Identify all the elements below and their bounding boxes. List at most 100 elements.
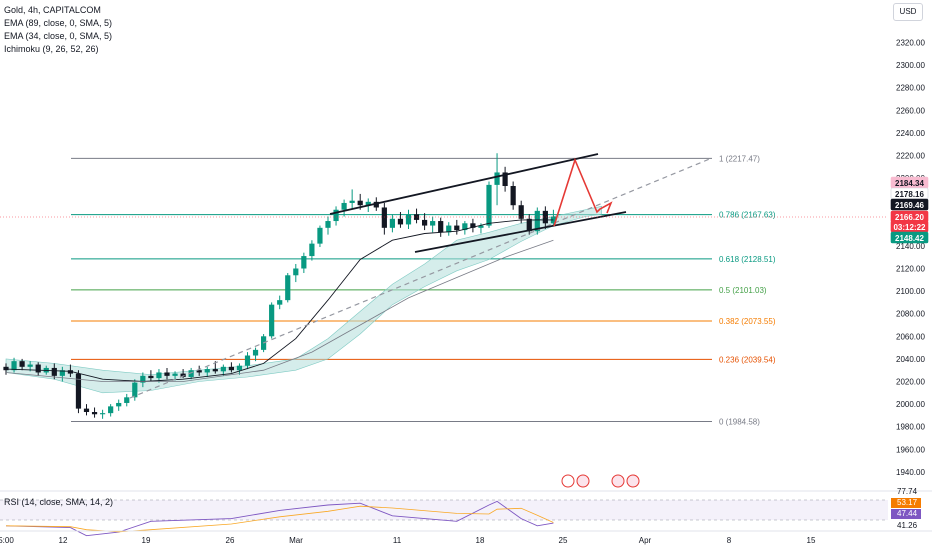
candle-body (333, 209, 339, 222)
y-tick-label: 2260.00 (896, 106, 925, 115)
candle-body (59, 370, 65, 376)
candle-body (164, 372, 170, 376)
x-tick-label: 11 (393, 536, 402, 545)
fib-level-label: 0.618 (2128.51) (719, 255, 776, 264)
y-tick-label: 1980.00 (896, 423, 925, 432)
time-axis[interactable]: 5:00 12 19 26 Mar 11 18 25 Apr 8 15 (0, 530, 932, 545)
indicator-ema-89[interactable]: EMA (89, close, 0, SMA, 5) (4, 18, 113, 28)
price-axis[interactable]: 1940.00 1960.00 1980.00 2000.00 2020.00 2040.… (896, 39, 925, 477)
candle-body (204, 369, 210, 373)
candle-body (510, 186, 516, 206)
candle-body (438, 221, 444, 233)
rsi-axis-label: 41.26 (897, 521, 918, 530)
candle-body (116, 402, 122, 407)
projection-path[interactable] (553, 157, 613, 227)
candle-body (381, 207, 387, 228)
candle-body (196, 370, 202, 373)
candle-body (293, 268, 299, 276)
y-tick-label: 2120.00 (896, 265, 925, 274)
candle-body (252, 349, 259, 356)
x-tick-label: 25 (559, 536, 568, 545)
currency-button[interactable]: USD (893, 3, 923, 21)
y-tick-label: 2300.00 (896, 61, 925, 70)
candles (3, 153, 556, 419)
candle-body (470, 223, 476, 228)
price-badge-label: 2169.46 (895, 201, 924, 210)
candle-body (244, 355, 251, 366)
channel-upper-line[interactable] (329, 153, 599, 215)
candle-body (188, 370, 194, 377)
rsi-axis-label: 53.17 (897, 498, 918, 507)
x-tick-label: Apr (639, 536, 652, 545)
x-tick-label: 12 (59, 536, 68, 545)
rsi-pane (0, 490, 932, 537)
rsi-band (0, 500, 888, 520)
ichimoku-cloud (5, 205, 602, 394)
indicator-ema-34[interactable]: EMA (34, close, 0, SMA, 5) (4, 31, 113, 41)
rsi-axis-label: 47.44 (897, 509, 918, 518)
candle-body (373, 201, 379, 208)
candle-body (462, 223, 468, 231)
candle-body (277, 300, 283, 305)
symbol-title[interactable]: Gold, 4h, CAPITALCOM (4, 5, 101, 15)
event-icons[interactable] (561, 474, 640, 488)
candle-body (494, 172, 500, 185)
candle-body (526, 218, 532, 232)
dashed-trend-line[interactable] (129, 157, 713, 399)
candle-body (285, 275, 291, 301)
candle-body (389, 218, 395, 228)
y-tick-label: 2080.00 (896, 310, 925, 319)
y-tick-label: 2020.00 (896, 378, 925, 387)
y-tick-label: 2000.00 (896, 400, 925, 409)
candle-body (11, 361, 17, 371)
price-badge-label: 03:12:22 (893, 223, 926, 232)
price-badge-label: 2184.34 (895, 179, 924, 188)
candle-body (212, 369, 218, 372)
event-flash-icon[interactable] (561, 474, 575, 488)
candle-body (51, 367, 57, 376)
candle-body (172, 373, 178, 376)
price-badge (890, 231, 929, 244)
fib-level-label: 0.786 (2167.63) (719, 211, 776, 220)
fib-level-label: 0.382 (2073.55) (719, 317, 776, 326)
rsi-axis: 77.74 53.17 47.44 41.26 (891, 487, 921, 530)
y-tick-label: 2280.00 (896, 84, 925, 93)
us-flag-icon[interactable] (611, 474, 625, 488)
fib-level-label: 0.236 (2039.54) (719, 355, 776, 364)
candle-body (148, 375, 154, 379)
rsi-value-badge (891, 509, 921, 519)
candle-body (156, 372, 162, 379)
drawings[interactable] (0, 153, 888, 399)
candle-body (124, 397, 130, 403)
candle-body (357, 200, 363, 206)
candle-body (67, 370, 73, 374)
us-flag-icon[interactable] (576, 474, 590, 488)
us-flag-icon[interactable] (626, 474, 640, 488)
x-tick-label: 15 (807, 536, 816, 545)
y-tick-label: 2100.00 (896, 287, 925, 296)
channel-lower-line[interactable] (414, 211, 627, 253)
rsi-legend[interactable]: RSI (14, close, SMA, 14, 2) (4, 497, 114, 507)
candle-body (397, 218, 404, 225)
candle-body (430, 221, 436, 226)
candle-body (220, 366, 226, 372)
candle-body (27, 364, 33, 367)
candle-body (502, 172, 508, 187)
candle-body (75, 373, 82, 409)
candle-body (269, 304, 275, 337)
candle-body (341, 202, 347, 210)
candle-body (83, 408, 90, 413)
x-tick-label: Mar (289, 536, 303, 545)
x-tick-label: 19 (142, 536, 151, 545)
x-tick-label: 5:00 (0, 536, 14, 545)
y-tick-label: 2320.00 (896, 39, 925, 48)
indicator-ichimoku[interactable]: Ichimoku (9, 26, 52, 26) (4, 44, 99, 54)
fib-level-label: 0.5 (2101.03) (719, 286, 767, 295)
price-badge (890, 198, 929, 211)
rsi-line (5, 500, 554, 537)
y-tick-label: 2220.00 (896, 152, 925, 161)
ema-34-line (5, 219, 554, 382)
candle-body (405, 214, 412, 225)
